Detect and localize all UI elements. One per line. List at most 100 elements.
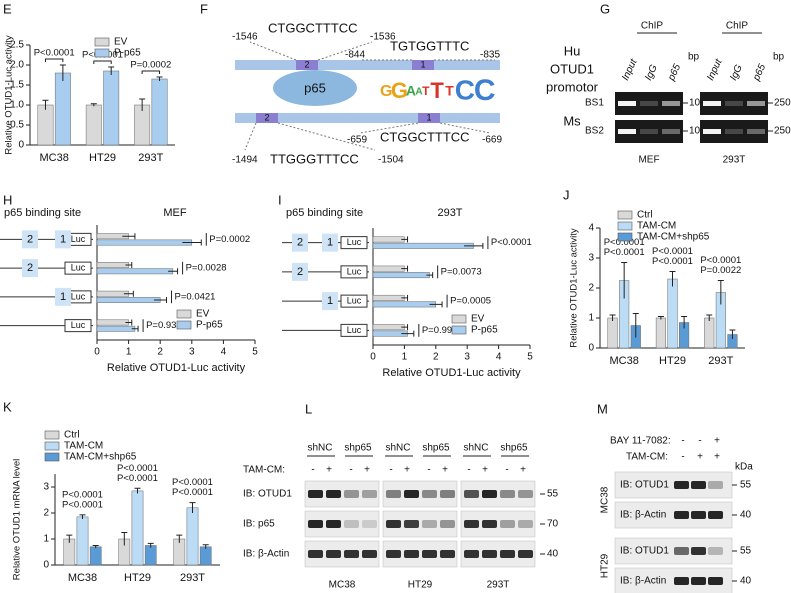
y-axis-label: Relative OTUD1-Luc activity bbox=[4, 35, 15, 155]
treat-sign: - bbox=[698, 436, 701, 447]
site-box bbox=[322, 292, 338, 311]
x-tick-label: MC38 bbox=[39, 152, 68, 164]
treat-sign: + bbox=[364, 465, 370, 476]
error-bar bbox=[42, 99, 49, 110]
error-bar bbox=[108, 66, 115, 75]
treat-sign: + bbox=[326, 465, 332, 476]
bar bbox=[372, 324, 405, 331]
p-value: P<0.0001 bbox=[172, 477, 213, 488]
luc-box bbox=[340, 265, 368, 279]
blot-band bbox=[482, 490, 497, 498]
marker-label: 40 bbox=[740, 576, 752, 587]
error-bar bbox=[125, 261, 133, 268]
p-value: P<0.0001 bbox=[491, 237, 532, 248]
legend-label: P-p65 bbox=[196, 320, 223, 331]
blot-label: IB: OTUD1 bbox=[243, 489, 292, 500]
p-value: P=0.9985 bbox=[422, 325, 463, 336]
site-box bbox=[412, 60, 434, 70]
bar bbox=[96, 325, 136, 332]
error-bar bbox=[621, 262, 628, 299]
blot-band bbox=[464, 490, 479, 498]
error-bar bbox=[176, 534, 183, 543]
p-value: P=0.0022 bbox=[700, 265, 741, 276]
legend-swatch bbox=[94, 37, 110, 47]
luc-label: Luc bbox=[71, 320, 86, 330]
gel bbox=[615, 120, 683, 143]
luc-label: Luc bbox=[71, 263, 86, 273]
p-value: P<0.0001 bbox=[652, 246, 693, 257]
bar bbox=[655, 317, 666, 349]
p-value: P=0.9347 bbox=[146, 320, 187, 331]
gel-band bbox=[662, 101, 680, 106]
bar bbox=[667, 278, 678, 349]
blot-label: IB: OTUD1 bbox=[620, 546, 669, 557]
label: CTGGCTTTCC bbox=[380, 129, 470, 144]
label: -1504 bbox=[378, 155, 404, 166]
error-bar bbox=[729, 329, 736, 339]
blot-band bbox=[674, 481, 689, 489]
blot-band bbox=[326, 520, 341, 528]
blot-band bbox=[386, 520, 401, 528]
lane-label: IgG bbox=[643, 63, 660, 82]
blot-band bbox=[674, 511, 689, 519]
y-axis-label: Relative OTUD1 mRNA level bbox=[12, 459, 23, 580]
motif-letter: C bbox=[474, 74, 496, 107]
error-bar bbox=[426, 272, 434, 279]
p-value: P<0.0001 bbox=[34, 48, 75, 59]
error-bar bbox=[121, 532, 128, 546]
legend-label: TAM-CM+shp65 bbox=[64, 452, 137, 463]
y-tick-label: 1 bbox=[43, 534, 49, 545]
blot-band bbox=[308, 520, 323, 528]
p-value: P<0.0001 bbox=[62, 499, 103, 510]
label: TGTGGTTTC bbox=[390, 38, 469, 53]
dashed-guide bbox=[359, 122, 419, 134]
x-axis-label: Relative OTUD1-Luc activity bbox=[382, 367, 521, 379]
p-value: P=0.0005 bbox=[450, 296, 491, 307]
p65-shape bbox=[273, 70, 357, 106]
legend-swatch bbox=[176, 309, 192, 319]
p-value: P<0.0001 bbox=[62, 489, 103, 500]
y-tick-label: 2.0 bbox=[10, 60, 24, 71]
site-box bbox=[292, 262, 308, 281]
error-bar bbox=[632, 313, 639, 338]
site-label: 2 bbox=[297, 237, 303, 249]
blot-band bbox=[482, 550, 497, 558]
lane-label: p65 bbox=[751, 62, 769, 83]
dashed-guide bbox=[244, 122, 257, 151]
treat-sign: + bbox=[714, 436, 720, 447]
blot-band bbox=[518, 550, 533, 558]
x-axis-label: Relative OTUD1-Luc activity bbox=[107, 362, 246, 374]
x-tick-label: 5 bbox=[527, 352, 533, 363]
marker-label: 250 bbox=[774, 98, 791, 109]
y-tick-label: 3 bbox=[588, 253, 594, 264]
p-value: P<0.0001 bbox=[604, 237, 645, 248]
label: bp bbox=[688, 52, 700, 63]
legend-label: EV bbox=[196, 309, 210, 320]
luc-label: Luc bbox=[71, 291, 86, 301]
site-box bbox=[322, 233, 338, 252]
treat-label: BAY 11-7082: bbox=[610, 436, 671, 447]
error-bar bbox=[182, 239, 202, 246]
legend-swatch bbox=[617, 210, 633, 220]
cell-label: 293T bbox=[723, 155, 746, 166]
marker-label: 55 bbox=[740, 480, 752, 491]
legend-label: Ctrl bbox=[637, 210, 653, 221]
bar bbox=[103, 70, 120, 146]
error-bar bbox=[669, 271, 676, 287]
error-bar bbox=[153, 297, 168, 304]
x-tick-label: 2 bbox=[157, 347, 163, 358]
p-value: P<0.0001 bbox=[604, 247, 645, 258]
x-tick-label: MC38 bbox=[68, 572, 97, 584]
bar bbox=[54, 72, 71, 146]
treat-sign: + bbox=[697, 452, 703, 463]
marker-label: 40 bbox=[740, 510, 752, 521]
legend-swatch bbox=[44, 452, 60, 462]
panel-label: E bbox=[3, 1, 12, 16]
y-axis-label: Relative OTUD1-Luc activity bbox=[569, 228, 580, 348]
gel-band bbox=[618, 129, 636, 134]
p-value: P<0.0001 bbox=[172, 487, 213, 498]
label: -835 bbox=[480, 50, 500, 61]
motif-letter: A bbox=[406, 83, 416, 99]
panel-label: G bbox=[600, 1, 610, 16]
blot-band bbox=[422, 490, 437, 498]
